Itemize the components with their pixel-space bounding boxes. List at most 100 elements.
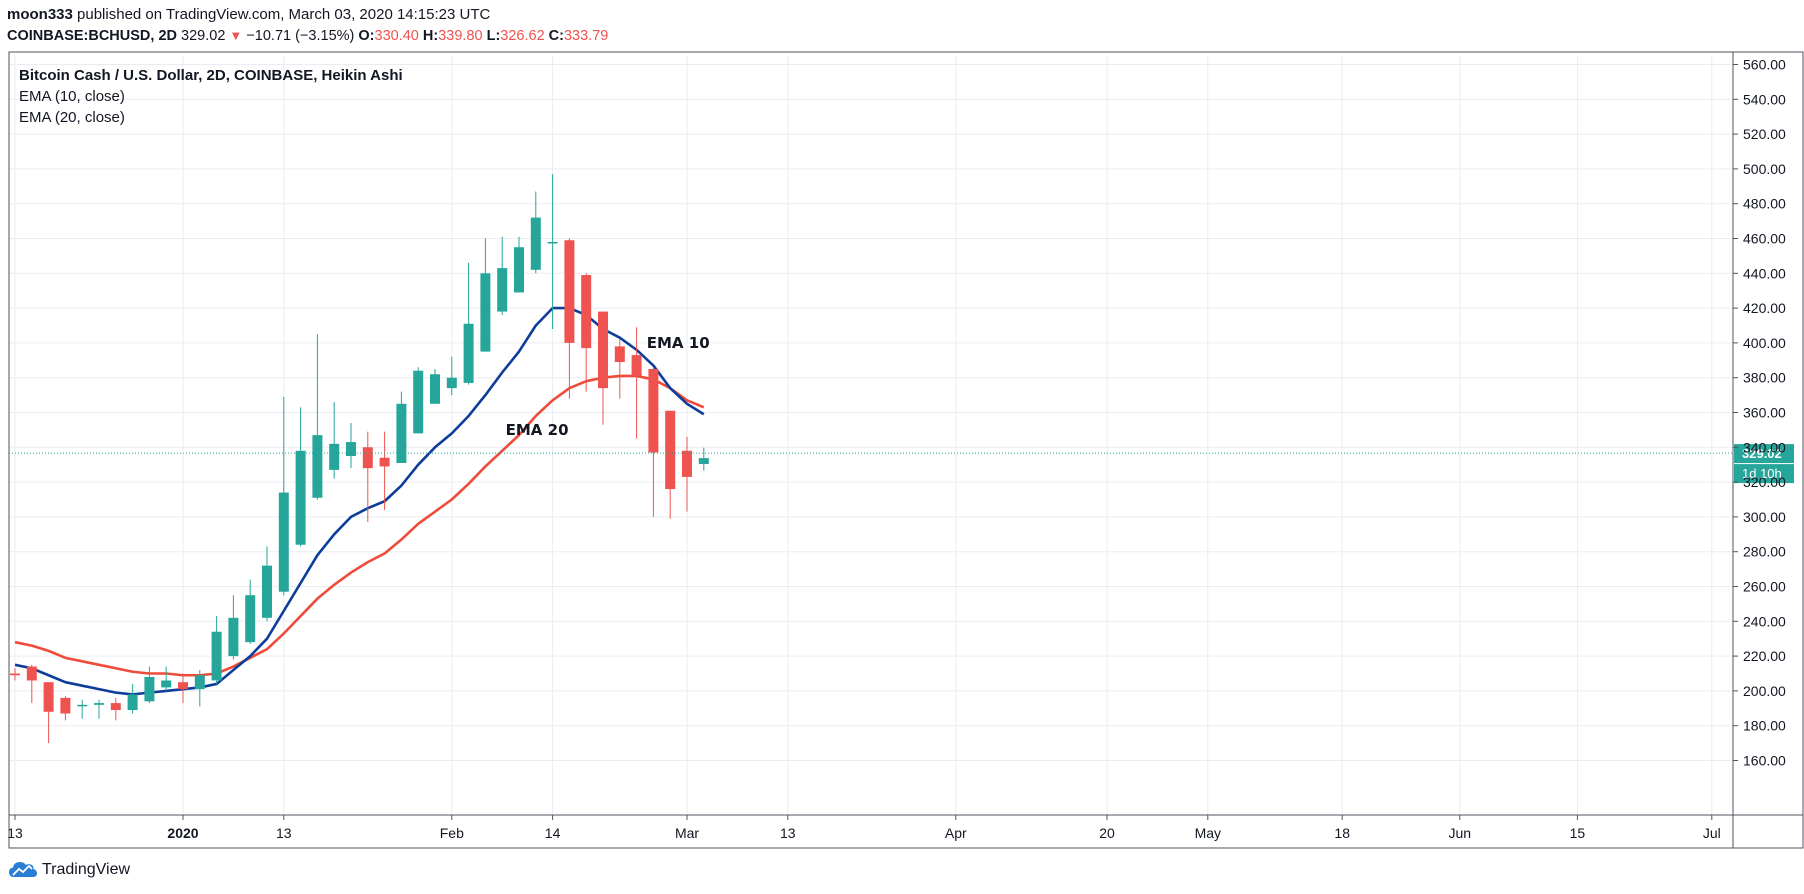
high-value: 339.80	[438, 28, 483, 44]
last-price: 329.02	[181, 28, 226, 44]
price-tick-label: 300.00	[1743, 509, 1786, 525]
open-value: 330.40	[374, 28, 419, 44]
countdown-tag-label: 1d 10h	[1742, 466, 1782, 481]
candle-body	[329, 443, 340, 470]
candle-body	[94, 703, 104, 705]
time-tick-label: 14	[545, 825, 561, 841]
candle-body	[682, 450, 692, 477]
ema-20-series	[14, 374, 705, 677]
candle-body	[564, 240, 575, 343]
ema-20-line	[14, 374, 705, 677]
candle-body	[211, 631, 222, 681]
price-tick-label: 260.00	[1743, 579, 1786, 595]
chart-grid	[9, 56, 1733, 815]
candle-body	[598, 311, 608, 389]
candle-body	[614, 346, 625, 363]
price-tick-label: 540.00	[1743, 91, 1786, 107]
time-axis[interactable]: 13 2020 13 Feb 14 Mar 13 Apr 20 May 18 Jun 15 Jul	[7, 815, 1721, 841]
candle-body	[228, 617, 239, 657]
candle-body	[110, 703, 121, 711]
price-tick-label: 200.00	[1743, 683, 1786, 699]
price-tick-label: 320.00	[1743, 474, 1786, 490]
candle-body	[77, 704, 88, 707]
candle-body	[698, 458, 709, 465]
symbol-name[interactable]: COINBASE:BCHUSD, 2D	[7, 28, 177, 44]
price-tick-label: 480.00	[1743, 196, 1786, 212]
candle-body	[245, 595, 256, 643]
last-price-line: 329.02 1d 10h	[9, 444, 1794, 484]
price-axis[interactable]: 160.00 180.00 200.00 220.00 240.00 260.00 280.…	[1733, 57, 1786, 769]
candle-body	[480, 273, 491, 352]
price-tick-label: 500.00	[1743, 161, 1786, 177]
ema-20-legend[interactable]: EMA (20, close)	[19, 109, 125, 126]
time-tick-label: Jul	[1703, 825, 1721, 841]
price-tick-label: 400.00	[1743, 335, 1786, 351]
price-tick-label: 240.00	[1743, 613, 1786, 629]
low-label: L:	[486, 28, 501, 44]
price-tick-label: 160.00	[1743, 753, 1786, 769]
low-value: 326.62	[500, 28, 545, 44]
candle-body	[396, 403, 407, 463]
price-change: −10.71 (−3.15%)	[246, 28, 355, 44]
candle-body	[497, 268, 508, 312]
price-tick-label: 340.00	[1743, 439, 1786, 455]
time-tick-label: 13	[7, 825, 23, 841]
price-tick-label: 460.00	[1743, 231, 1786, 247]
candles-series	[10, 174, 709, 744]
candle-body	[581, 275, 592, 349]
price-tick-label: 180.00	[1743, 718, 1786, 734]
time-tick-label: 18	[1334, 825, 1350, 841]
ema-annotation: EMA 20	[506, 421, 569, 439]
tradingview-brand: TradingView	[42, 861, 131, 878]
candle-body	[362, 447, 373, 469]
ema-10-legend[interactable]: EMA (10, close)	[19, 88, 125, 105]
high-label: H:	[422, 28, 439, 44]
time-tick-label: 15	[1570, 825, 1586, 841]
candle-body	[43, 682, 54, 712]
candle-body	[178, 682, 188, 690]
author-name[interactable]: moon333	[7, 6, 73, 23]
last-price-tag	[1734, 444, 1794, 464]
candle-body	[295, 450, 306, 545]
symbol-quote-bar: COINBASE:BCHUSD, 2D 329.02 ▼ −10.71 (−3.…	[7, 28, 608, 44]
candle-body	[430, 374, 440, 404]
price-tick-label: 440.00	[1743, 265, 1786, 281]
candle-body	[278, 492, 289, 592]
chart-title[interactable]: Bitcoin Cash / U.S. Dollar, 2D, COINBASE…	[19, 67, 403, 84]
chart-pane-border	[8, 51, 1804, 849]
ema-annotation: EMA 10	[647, 334, 710, 352]
time-tick-label: Mar	[675, 825, 699, 841]
candle-body	[194, 675, 205, 690]
down-arrow-icon: ▼	[229, 28, 243, 43]
candle-body	[10, 673, 20, 676]
candle-body	[144, 676, 155, 702]
time-tick-label: May	[1195, 825, 1221, 841]
chart-frame	[8, 51, 1804, 849]
price-tick-label: 420.00	[1743, 300, 1786, 316]
time-tick-label: Feb	[440, 825, 464, 841]
time-tick-label: 20	[1099, 825, 1115, 841]
time-tick-label: 13	[276, 825, 292, 841]
candle-body	[312, 435, 323, 498]
time-tick-label: 13	[780, 825, 796, 841]
price-tick-label: 360.00	[1743, 405, 1786, 421]
countdown-tag	[1734, 464, 1794, 484]
time-tick-label: 2020	[167, 825, 198, 841]
candle-body	[161, 680, 172, 688]
price-tick-label: 280.00	[1743, 544, 1786, 560]
candle-body	[446, 377, 457, 389]
last-price-tag-label: 329.02	[1742, 446, 1782, 461]
price-tick-label: 380.00	[1743, 370, 1786, 386]
candle-body	[379, 457, 390, 467]
time-tick-label: Apr	[945, 825, 967, 841]
close-value: 333.79	[563, 28, 609, 44]
tradingview-logo[interactable]: TradingView	[8, 860, 130, 880]
candle-body	[60, 697, 71, 714]
price-tick-label: 220.00	[1743, 648, 1786, 664]
candle-body	[127, 694, 138, 711]
candle-body	[463, 323, 474, 383]
open-label: O:	[358, 28, 375, 44]
candle-body	[514, 247, 524, 293]
time-tick-label: Jun	[1449, 825, 1472, 841]
